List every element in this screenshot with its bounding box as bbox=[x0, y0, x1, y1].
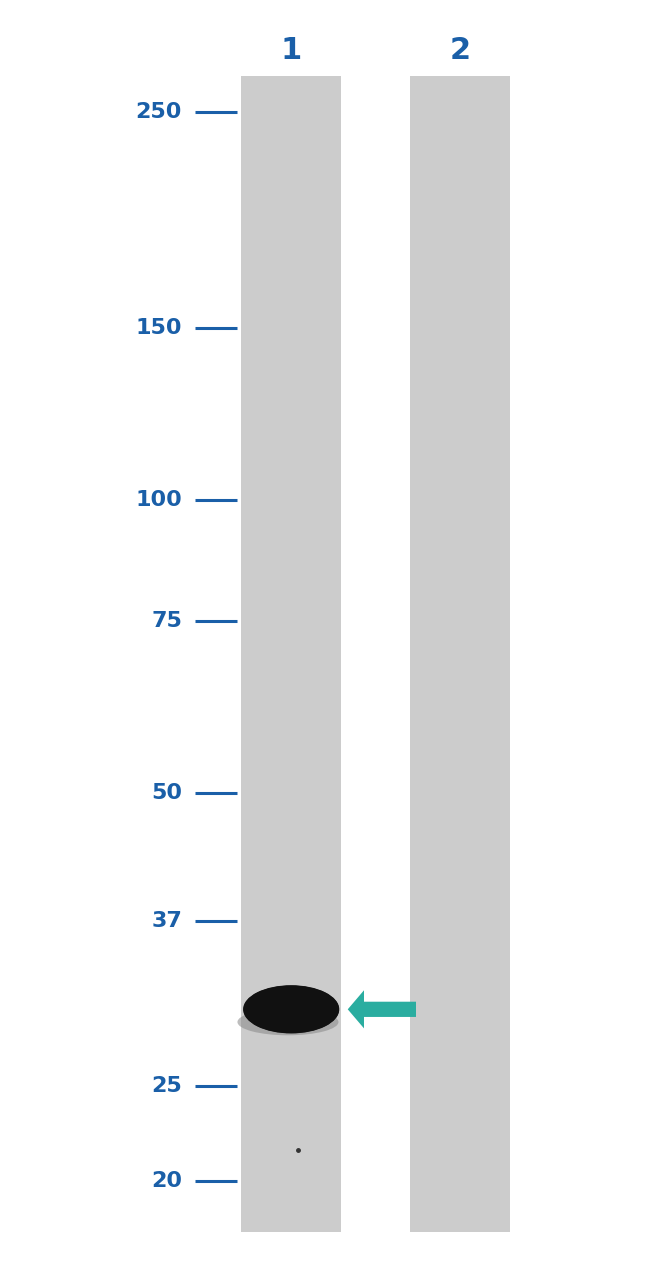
Ellipse shape bbox=[244, 986, 339, 1033]
Ellipse shape bbox=[243, 986, 339, 1034]
Ellipse shape bbox=[247, 989, 335, 1030]
Ellipse shape bbox=[245, 987, 337, 1031]
Bar bbox=[240, 76, 341, 1232]
Text: 20: 20 bbox=[151, 1171, 182, 1191]
Ellipse shape bbox=[243, 986, 339, 1034]
Text: 1: 1 bbox=[281, 37, 302, 65]
Ellipse shape bbox=[244, 986, 339, 1033]
Text: 50: 50 bbox=[151, 784, 182, 803]
Text: 250: 250 bbox=[136, 102, 182, 122]
Ellipse shape bbox=[247, 989, 335, 1030]
Polygon shape bbox=[348, 991, 416, 1029]
Text: 150: 150 bbox=[135, 318, 182, 338]
Ellipse shape bbox=[246, 988, 337, 1031]
Text: 25: 25 bbox=[151, 1077, 182, 1096]
Text: 37: 37 bbox=[151, 911, 182, 931]
Ellipse shape bbox=[246, 988, 336, 1030]
Ellipse shape bbox=[249, 991, 333, 1027]
Ellipse shape bbox=[246, 988, 336, 1030]
Ellipse shape bbox=[248, 991, 334, 1027]
Text: 2: 2 bbox=[450, 37, 471, 65]
Ellipse shape bbox=[245, 987, 337, 1031]
Ellipse shape bbox=[248, 989, 335, 1029]
Text: 75: 75 bbox=[151, 611, 182, 631]
Ellipse shape bbox=[247, 989, 335, 1029]
Ellipse shape bbox=[250, 992, 333, 1027]
Ellipse shape bbox=[250, 992, 333, 1027]
Ellipse shape bbox=[237, 1008, 339, 1035]
Ellipse shape bbox=[248, 991, 335, 1029]
Ellipse shape bbox=[244, 987, 338, 1033]
Ellipse shape bbox=[249, 991, 333, 1027]
Ellipse shape bbox=[244, 987, 338, 1033]
Ellipse shape bbox=[246, 988, 337, 1031]
Text: 100: 100 bbox=[135, 490, 182, 509]
Ellipse shape bbox=[250, 992, 332, 1026]
Ellipse shape bbox=[248, 991, 334, 1029]
Bar bbox=[410, 76, 510, 1232]
